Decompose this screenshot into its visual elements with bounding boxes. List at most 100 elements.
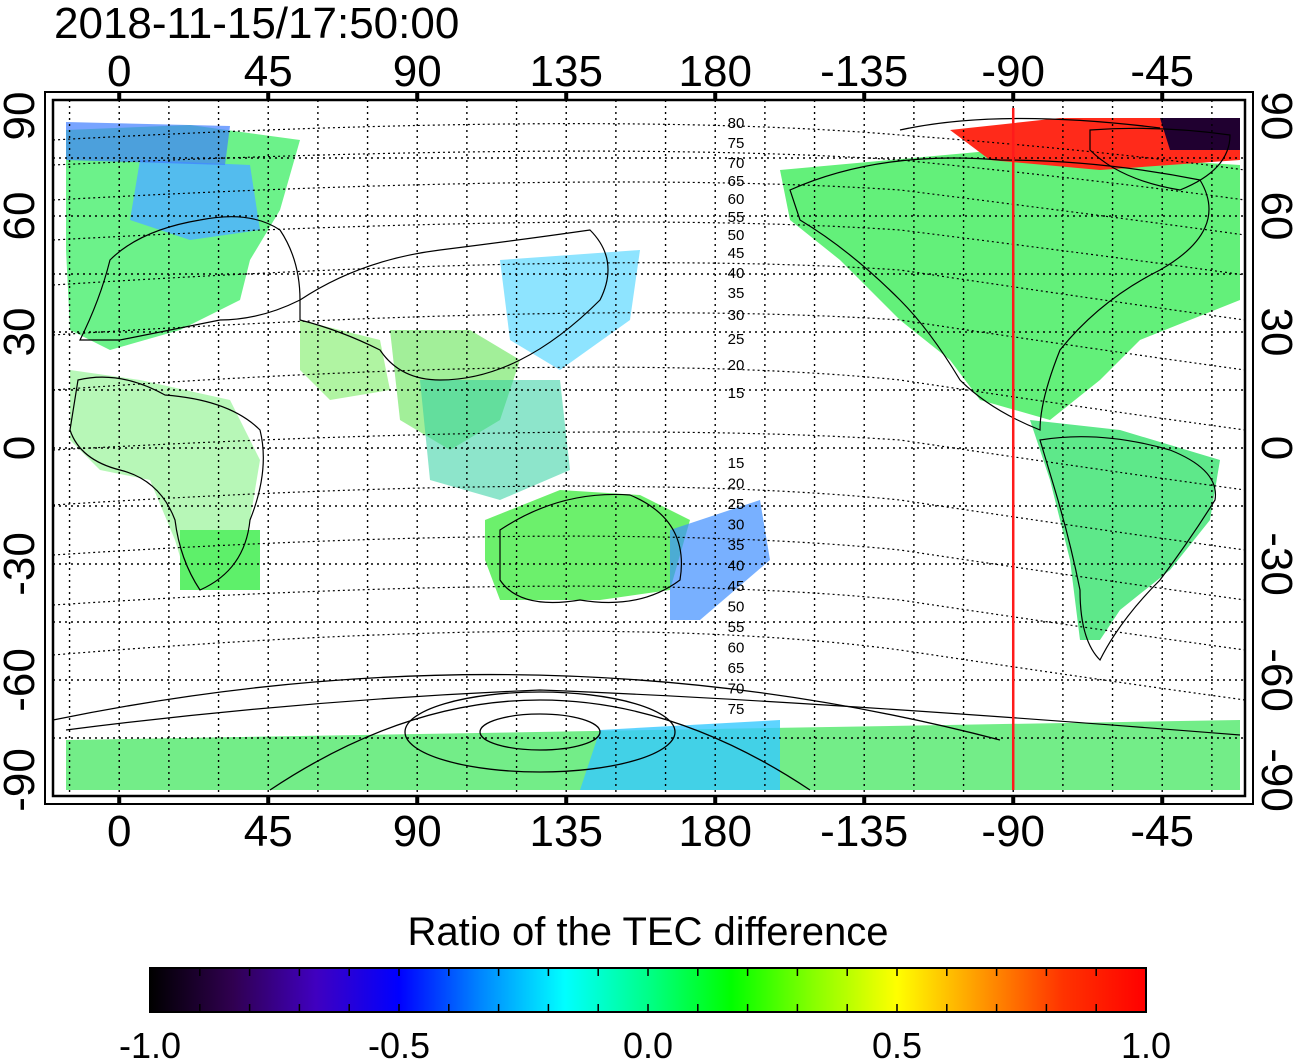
contour-label: 75: [728, 701, 745, 718]
contour-label: 70: [728, 155, 745, 172]
contour-label: 15: [728, 455, 745, 472]
coverage-se-asia: [420, 380, 570, 500]
lon-tick-label-bottom: -90: [981, 807, 1045, 856]
frame-ticks: [117, 92, 1165, 804]
frame-tick: [1011, 92, 1016, 100]
frame-tick: [266, 796, 271, 804]
contour-label: 25: [728, 496, 745, 513]
coast-europe: [79, 216, 301, 341]
contour-label: 25: [728, 331, 745, 348]
colorbar-tick-label: 0.0: [623, 1025, 673, 1064]
lat-tick-label-right: 60: [1252, 192, 1296, 241]
frame-tick: [713, 92, 718, 100]
magnetic-contours: [53, 123, 1245, 701]
contour-label: 80: [728, 115, 745, 132]
frame-tick: [415, 796, 420, 804]
lat-tick-label-left: -60: [0, 648, 44, 712]
coverage-australia: [485, 490, 690, 600]
lon-tick-label-bottom: 180: [679, 807, 752, 856]
coverage-japan: [500, 250, 640, 370]
coast-south-america: [1039, 436, 1217, 662]
contour-label: 75: [728, 135, 745, 152]
frame-tick: [117, 92, 122, 100]
lon-tick-label-top: 0: [107, 47, 131, 96]
lon-tick-label-top: -45: [1130, 47, 1194, 96]
lat-tick-label-left: 0: [0, 436, 44, 460]
lat-tick-label-left: 90: [0, 92, 44, 141]
lat-tick-label-right: 30: [1252, 308, 1296, 357]
colorbar-tick-label: -0.5: [368, 1025, 430, 1064]
lat-tick-label-left: 30: [0, 308, 44, 357]
coast-australia: [499, 493, 682, 604]
lon-tick-label-top: 135: [530, 47, 603, 96]
contour-label: 45: [728, 578, 745, 595]
frame-tick: [564, 796, 569, 804]
magnetic-pole-contours: [53, 117, 1161, 791]
frame-tick: [1011, 796, 1016, 804]
frame-tick: [1160, 92, 1165, 100]
contour-labels: 8075706560555045403530252015152025303540…: [728, 115, 745, 718]
lat-tick-label-left: 60: [0, 192, 44, 241]
frame-tick: [266, 92, 271, 100]
lon-tick-label-bottom: 45: [244, 807, 293, 856]
graticule: [53, 100, 1245, 796]
colorbar-tick-label: 0.5: [872, 1025, 922, 1064]
contour-label: 30: [728, 517, 745, 534]
contour-label: 50: [728, 227, 745, 244]
coast-africa: [69, 376, 264, 591]
contour-label: 35: [728, 537, 745, 554]
lat-tick-label-right: 90: [1252, 92, 1296, 141]
coverage-south-america: [1030, 420, 1220, 640]
coast-asia: [299, 229, 609, 381]
lon-tick-label-top: 180: [679, 47, 752, 96]
map-frame: [51, 98, 1247, 798]
lon-tick-label-top: 45: [244, 47, 293, 96]
lon-tick-label-bottom: -135: [820, 807, 908, 856]
coast-greenland: [1089, 127, 1231, 191]
contour-label: 20: [728, 357, 745, 374]
contour-label: 60: [728, 191, 745, 208]
frame-tick: [862, 92, 867, 100]
contour-label: 55: [728, 619, 745, 636]
coverage-scandinavia: [130, 160, 260, 240]
colorbar-title: Ratio of the TEC difference: [407, 910, 889, 954]
axis-labels: 0 0 45 45 90 90 135 135 180 180 -135 -135 -90 -90 -45 -…: [0, 47, 1296, 856]
coverage-south-africa: [180, 530, 260, 590]
frame-tick: [415, 92, 420, 100]
coast-antarctica: [65, 689, 1241, 736]
colorbar-tick-label: -1.0: [119, 1025, 181, 1064]
contour-label: 40: [728, 558, 745, 575]
contour-label: 30: [728, 307, 745, 324]
coverage-greenland-dark: [1160, 118, 1240, 150]
lat-tick-label-right: 0: [1252, 436, 1296, 460]
contour-label: 35: [728, 285, 745, 302]
lon-tick-label-top: -135: [820, 47, 908, 96]
lon-tick-label-bottom: 0: [107, 807, 131, 856]
frame-tick: [862, 796, 867, 804]
lon-tick-label-bottom: 90: [393, 807, 442, 856]
contour-label: 65: [728, 660, 745, 677]
lat-tick-label-left: -90: [0, 748, 44, 812]
timestamp-title: 2018-11-15/17:50:00: [54, 0, 460, 48]
contour-label: 40: [728, 265, 745, 282]
lon-tick-label-bottom: 135: [530, 807, 603, 856]
lon-tick-label-top: 90: [393, 47, 442, 96]
map-outer-frame: [44, 91, 1254, 805]
frame-tick: [1160, 796, 1165, 804]
coverage-north-america: [780, 150, 1240, 420]
frame-tick: [713, 796, 718, 804]
colorbar-tick-label: 1.0: [1121, 1025, 1171, 1064]
coverage-new-zealand: [670, 500, 770, 620]
contour-label: 65: [728, 173, 745, 190]
lat-tick-label-right: -60: [1252, 648, 1296, 712]
contour-label: 60: [728, 640, 745, 657]
contour-label: 15: [728, 385, 745, 402]
contour-label: 55: [728, 209, 745, 226]
lat-tick-label-right: -30: [1252, 532, 1296, 596]
colorbar-ticks: -1.0 -0.5 0.0 0.5 1.0: [119, 968, 1171, 1064]
lat-tick-label-left: -30: [0, 532, 44, 596]
contour-label: 45: [728, 245, 745, 262]
frame-tick: [117, 796, 122, 804]
lon-tick-label-top: -90: [981, 47, 1045, 96]
